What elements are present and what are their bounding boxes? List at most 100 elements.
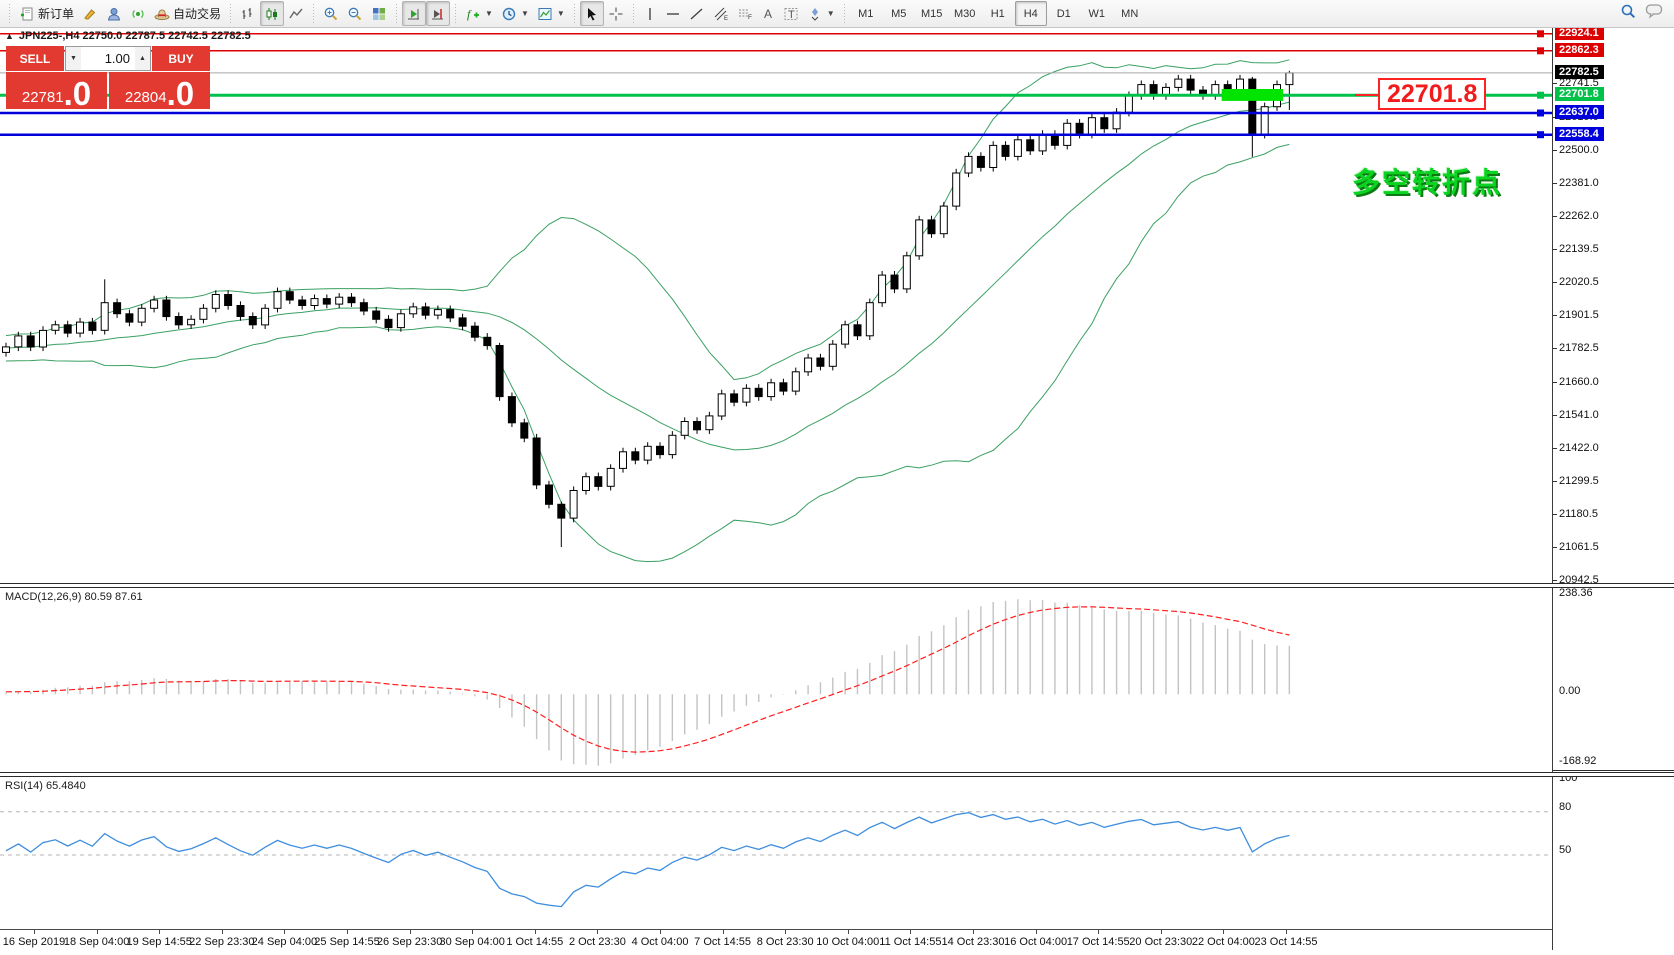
price-tick-label: 21901.5 — [1553, 309, 1599, 322]
volume-up-button[interactable]: ▲ — [135, 47, 150, 70]
volume-value[interactable]: 1.00 — [104, 51, 130, 66]
label-icon: T — [783, 6, 799, 22]
toolbar-grip — [311, 3, 317, 24]
text-button[interactable]: A — [757, 1, 779, 26]
autotrade-icon — [154, 6, 170, 22]
price-tick-label: 22500.0 — [1553, 143, 1599, 156]
time-tick-label: 26 Sep 23:30 — [376, 936, 443, 948]
indicators-button[interactable]: f ▼ — [461, 1, 497, 26]
turning-point-annotation[interactable]: 多空转折点 — [1352, 167, 1503, 198]
chart-window: ▲ JPN225-,H4 22750.0 22787.5 22742.5 227… — [0, 25, 1674, 955]
main-chart-pane[interactable]: ▲ JPN225-,H4 22750.0 22787.5 22742.5 227… — [0, 28, 1552, 583]
timeframe-h1[interactable]: H1 — [990, 7, 1005, 20]
price-badge: 22701.8 — [1555, 87, 1604, 102]
search-icon[interactable] — [1620, 3, 1637, 25]
pane-separator[interactable] — [0, 583, 1674, 588]
time-tick — [1286, 930, 1287, 934]
time-tick-label: 22 Sep 23:30 — [189, 936, 255, 948]
cursor-button[interactable] — [579, 1, 604, 26]
time-tick — [534, 930, 536, 934]
buy-price[interactable]: 22804 .0 — [109, 72, 210, 110]
price-badge: 22924.1 — [1555, 25, 1604, 40]
symbol-header[interactable]: ▲ JPN225-,H4 22750.0 22787.5 22742.5 227… — [5, 30, 251, 42]
sell-button[interactable]: SELL — [6, 46, 64, 71]
svg-text:f: f — [467, 7, 472, 21]
dropdown-arrow-icon: ▼ — [520, 9, 529, 18]
time-tick-label: 24 Sep 04:00 — [251, 936, 318, 948]
rsi-pane[interactable]: RSI(14) 65.4840 — [0, 777, 1552, 929]
macd-pane[interactable]: MACD(12,26,9) 80.59 87.61 — [0, 588, 1552, 772]
auto-scroll-button[interactable] — [402, 1, 427, 26]
time-tick — [785, 930, 787, 934]
line-chart-button[interactable] — [284, 1, 308, 26]
hline-button[interactable] — [661, 1, 685, 26]
price-tick-label: 22139.5 — [1553, 243, 1599, 256]
time-axis[interactable]: 16 Sep 2019 18 Sep 04:00 19 Sep 14:55 22 Se… — [0, 929, 1674, 955]
timeframe-h4[interactable]: H4 — [1014, 1, 1047, 26]
volume-down-button[interactable]: ▼ — [66, 47, 81, 70]
price-badge: 22782.5 — [1555, 64, 1604, 79]
profiles-button[interactable] — [102, 1, 126, 26]
timeframe-m5[interactable]: M5 — [891, 7, 907, 20]
crosshair-icon — [608, 6, 624, 22]
timeframe-d1[interactable]: D1 — [1056, 7, 1071, 20]
macd-canvas[interactable] — [0, 588, 1552, 772]
price-tick-label: 22741.5 — [1553, 77, 1599, 90]
toolbar-grip — [841, 3, 847, 24]
timeframe-w1[interactable]: W1 — [1088, 7, 1105, 20]
time-tick — [847, 930, 849, 934]
periods-button[interactable]: ▼ — [497, 1, 533, 26]
crosshair-button[interactable] — [604, 1, 628, 26]
price-callout-label[interactable]: 22701.8 — [1378, 78, 1487, 110]
vline-button[interactable] — [639, 1, 661, 26]
fibonacci-button[interactable]: F — [733, 1, 757, 26]
candle-chart-button[interactable] — [260, 1, 285, 26]
tile-windows-icon — [371, 6, 387, 22]
time-tick — [910, 930, 912, 934]
time-tick-label: 16 Sep 2019 — [2, 936, 66, 948]
new-order-button[interactable]: 新订单 — [15, 1, 78, 26]
price-tick-label: 22262.0 — [1553, 209, 1599, 222]
toolbar-grip — [630, 3, 636, 24]
timeframe-m30[interactable]: M30 — [954, 7, 976, 20]
templates-button[interactable]: ▼ — [533, 1, 569, 26]
time-tick — [472, 930, 474, 934]
tile-windows-button[interactable] — [367, 1, 391, 26]
sell-price[interactable]: 22781 .0 — [6, 72, 107, 110]
rsi-canvas[interactable] — [0, 777, 1552, 929]
trendline-button[interactable] — [685, 1, 709, 26]
timeframe-m1[interactable]: M1 — [858, 7, 874, 20]
shapes-button[interactable]: ▼ — [803, 1, 839, 26]
zoom-in-button[interactable] — [319, 1, 343, 26]
rsi-axis-label: 80 — [1559, 800, 1572, 813]
price-badge: 22637.0 — [1555, 105, 1604, 120]
label-button[interactable]: T — [779, 1, 803, 26]
collapse-icon[interactable]: ▲ — [5, 31, 14, 41]
channel-button[interactable]: E — [709, 1, 733, 26]
buy-button[interactable]: BUY — [152, 46, 210, 71]
time-tick — [1098, 930, 1100, 934]
zoom-out-button[interactable] — [343, 1, 367, 26]
time-tick-label: 30 Sep 04:00 — [439, 936, 505, 948]
dropdown-arrow-icon: ▼ — [556, 9, 565, 18]
toolbar-grip — [7, 3, 12, 24]
time-tick — [1223, 930, 1225, 934]
time-tick-label: 10 Oct 04:00 — [816, 936, 880, 948]
chat-icon[interactable] — [1645, 3, 1664, 24]
main-chart-canvas[interactable] — [0, 28, 1552, 583]
shapes-icon — [807, 6, 823, 22]
macd-axis-label: 238.36 — [1559, 587, 1593, 599]
crayon-button[interactable] — [78, 1, 102, 26]
price-axis[interactable]: 22741.522619.022500.022381.022262.022139… — [1552, 25, 1674, 950]
timeframe-m15[interactable]: M15 — [921, 7, 943, 20]
timeframe-mn[interactable]: MN — [1121, 7, 1139, 20]
signals-button[interactable] — [126, 1, 150, 26]
bar-chart-icon — [240, 6, 256, 22]
line-chart-icon — [288, 6, 304, 22]
autotrade-button[interactable]: 自动交易 — [150, 1, 225, 26]
volume-stepper: ▼ 1.00 ▲ — [65, 46, 151, 71]
time-tick — [722, 930, 724, 934]
chart-shift-button[interactable] — [426, 1, 451, 26]
bar-chart-button[interactable] — [236, 1, 260, 26]
pane-separator[interactable] — [0, 772, 1674, 777]
